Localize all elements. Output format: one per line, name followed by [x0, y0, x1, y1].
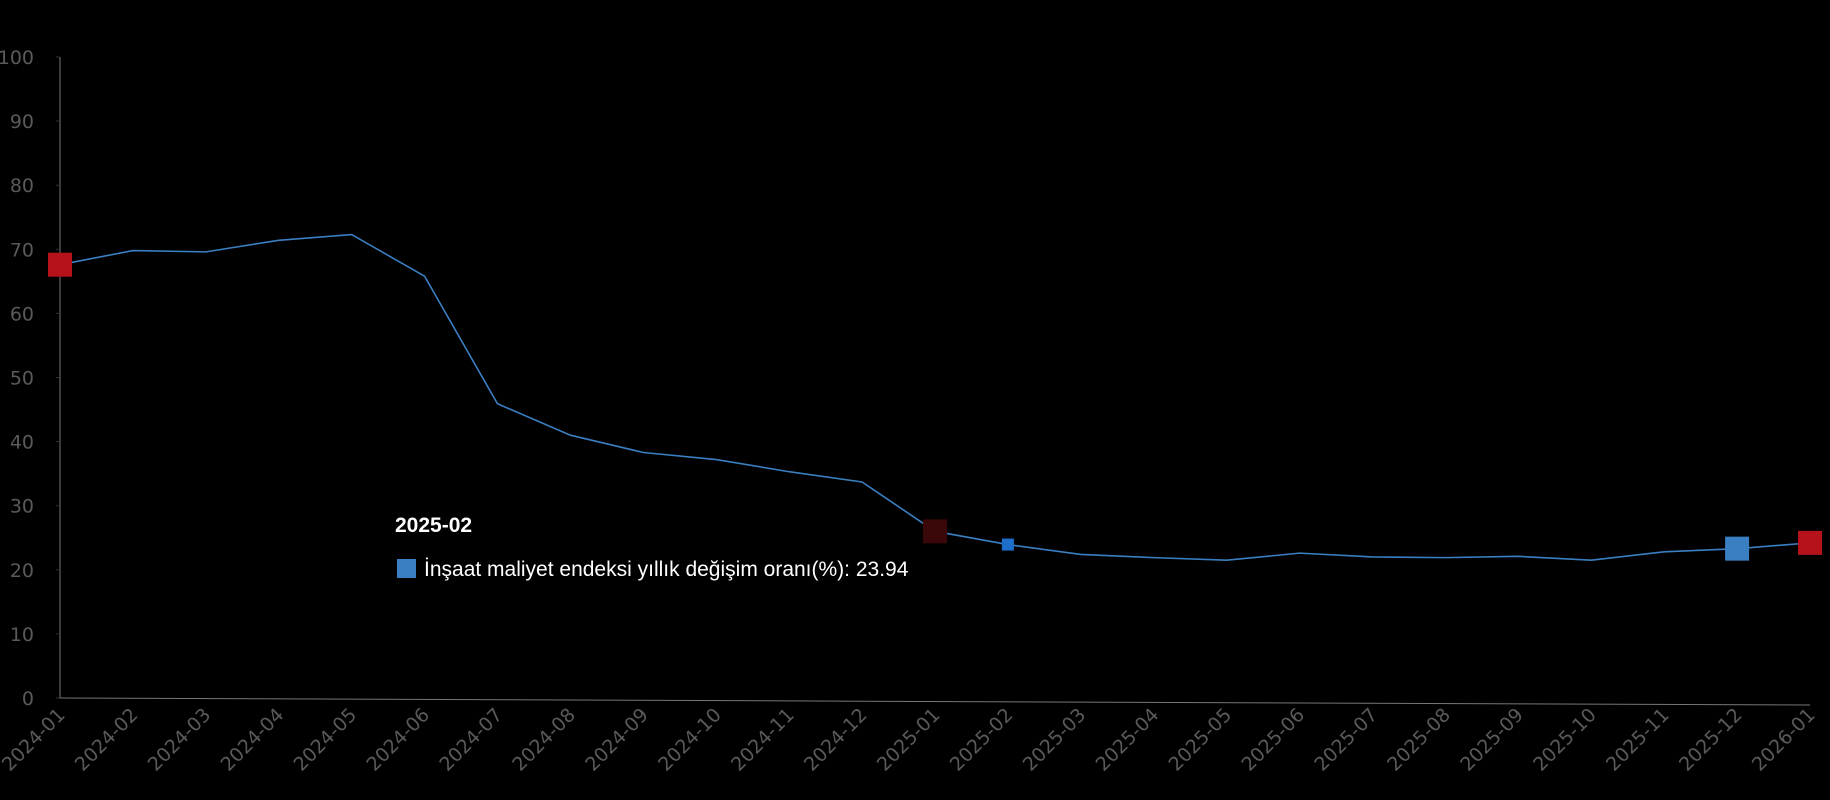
y-tick-label: 100: [0, 47, 34, 69]
y-tick-label: 60: [10, 303, 34, 325]
tooltip-title: 2025-02: [395, 514, 472, 537]
y-tick-label: 0: [22, 688, 34, 710]
x-tick-label: 2024-09: [581, 704, 653, 776]
x-tick-label: 2024-01: [0, 704, 70, 776]
x-tick-label: 2024-11: [727, 704, 799, 776]
y-tick-label: 50: [10, 368, 34, 390]
y-tick-label: 80: [10, 175, 34, 197]
x-tick-label: 2025-07: [1310, 704, 1382, 776]
y-tick-label: 40: [10, 432, 34, 454]
x-tick-label: 2024-06: [362, 704, 434, 776]
x-tick-label: 2025-11: [1602, 704, 1674, 776]
y-tick-label: 30: [10, 496, 34, 518]
y-tick-label: 10: [10, 624, 34, 646]
tooltip-value: 23.94: [856, 558, 909, 581]
x-tick-label: 2024-08: [508, 704, 580, 776]
x-tick-label: 2025-06: [1237, 704, 1309, 776]
tooltip-series: İnşaat maliyet endeksi yıllık değişim or…: [424, 558, 844, 581]
x-tick-label: 2025-02: [946, 704, 1018, 776]
x-tick-label: 2024-10: [654, 704, 726, 776]
y-tick-label: 20: [10, 560, 34, 582]
y-tick-label: 70: [10, 239, 34, 261]
highlight-marker: [48, 252, 72, 277]
highlight-marker: [1798, 530, 1822, 555]
x-tick-label: 2024-12: [800, 704, 872, 776]
x-tick-label: 2025-09: [1456, 704, 1528, 776]
x-tick-label: 2024-04: [217, 704, 289, 776]
x-tick-label: 2025-08: [1383, 704, 1455, 776]
x-tick-label: 2025-10: [1529, 704, 1601, 776]
x-tick-label: 2024-05: [290, 704, 362, 776]
x-tick-label: 2025-05: [1165, 704, 1237, 776]
x-tick-label: 2026-01: [1748, 704, 1820, 776]
x-tick-label: 2025-01: [873, 704, 945, 776]
x-tick-label: 2024-02: [71, 704, 143, 776]
x-tick-label: 2025-04: [1092, 704, 1164, 776]
x-tick-label: 2024-03: [144, 704, 216, 776]
tooltip: 2025-02 İnşaat maliyet endeksi yıllık de…: [395, 514, 909, 581]
x-axis: [59, 697, 1811, 706]
x-tick-label: 2025-03: [1019, 704, 1091, 776]
highlight-marker: [1725, 536, 1750, 561]
hover-marker: [1001, 538, 1014, 551]
series-line: [59, 233, 1811, 561]
tooltip-sep: :: [844, 558, 856, 581]
x-tick-label: 2024-07: [435, 704, 507, 776]
highlight-marker: [923, 519, 947, 544]
x-tick-label: 2025-12: [1675, 704, 1747, 776]
y-tick-label: 90: [10, 111, 34, 133]
tooltip-text: İnşaat maliyet endeksi yıllık değişim or…: [424, 558, 909, 581]
tooltip-swatch: [397, 559, 416, 578]
